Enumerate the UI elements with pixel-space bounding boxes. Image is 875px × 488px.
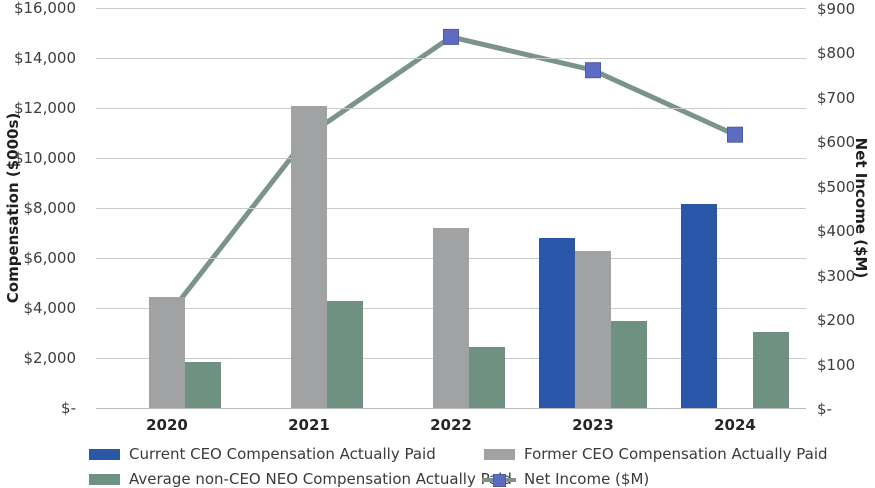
left-axis-tick: $6,000 [23, 249, 77, 267]
bar-average-2022 [469, 346, 505, 408]
legend-label-former-ceo: Former CEO Compensation Actually Paid [524, 445, 828, 463]
bar-average-2024 [753, 331, 789, 408]
left-axis-tick: $12,000 [13, 99, 76, 117]
bar-former-2020 [149, 296, 185, 408]
right-axis-tick: $400 [817, 222, 856, 241]
legend-item-avg-neo: Average non-CEO NEO Compensation Actuall… [89, 471, 512, 488]
bar-average-2021 [327, 300, 363, 408]
bar-current-2023 [539, 238, 575, 408]
bar-former-2021 [291, 105, 327, 408]
left-axis-tick: $- [61, 399, 76, 417]
legend-item-former-ceo: Former CEO Compensation Actually Paid [484, 446, 828, 463]
bar-average-2023 [611, 320, 647, 408]
x-axis-label-2022: 2022 [430, 416, 472, 434]
x-axis-label-2023: 2023 [572, 416, 614, 434]
legend-swatch-avg-neo [89, 474, 120, 485]
right-axis-tick: $800 [817, 44, 856, 63]
net-income-marker-2023 [585, 62, 601, 79]
gridline [96, 158, 806, 159]
right-axis-tick: $600 [817, 133, 856, 152]
left-axis-tick: $16,000 [13, 0, 76, 17]
right-axis-tick: $300 [817, 266, 856, 285]
legend-net-income-line-icon [482, 473, 516, 487]
gridline [96, 58, 806, 59]
bar-average-2020 [185, 361, 221, 408]
right-axis-tick: $- [817, 400, 832, 418]
left-axis-tick: $10,000 [13, 149, 76, 167]
right-axis-tick: $900 [817, 0, 856, 18]
legend-label-current-ceo: Current CEO Compensation Actually Paid [129, 445, 436, 463]
left-axis-tick: $14,000 [13, 49, 76, 67]
legend-label-net-income: Net Income ($M) [524, 470, 650, 488]
right-axis-tick: $700 [817, 88, 856, 107]
legend-swatch-former-ceo [484, 449, 515, 460]
gridline [96, 108, 806, 109]
legend-item-current-ceo: Current CEO Compensation Actually Paid [89, 446, 436, 463]
left-axis-tick: $4,000 [23, 299, 77, 317]
bar-current-2024 [681, 204, 717, 408]
right-axis-tick: $100 [817, 355, 856, 374]
x-axis-label-2020: 2020 [146, 416, 188, 434]
right-axis-tick: $500 [817, 177, 856, 196]
left-axis-tick: $2,000 [23, 349, 77, 367]
legend-swatch-current-ceo [89, 449, 120, 460]
gridline [96, 208, 806, 209]
x-axis-label-2024: 2024 [714, 416, 756, 434]
gridline [96, 8, 806, 9]
legend-item-net-income: Net Income ($M) [482, 471, 649, 488]
gridline [96, 408, 806, 409]
legend-label-avg-neo: Average non-CEO NEO Compensation Actuall… [129, 470, 512, 488]
bar-former-2022 [433, 228, 469, 408]
net-income-marker-2024 [727, 126, 743, 143]
x-axis-label-2021: 2021 [288, 416, 330, 434]
left-axis-tick: $8,000 [23, 199, 77, 217]
right-axis-tick: $200 [817, 311, 856, 330]
bar-former-2023 [575, 250, 611, 408]
net-income-marker-2022 [443, 28, 459, 45]
